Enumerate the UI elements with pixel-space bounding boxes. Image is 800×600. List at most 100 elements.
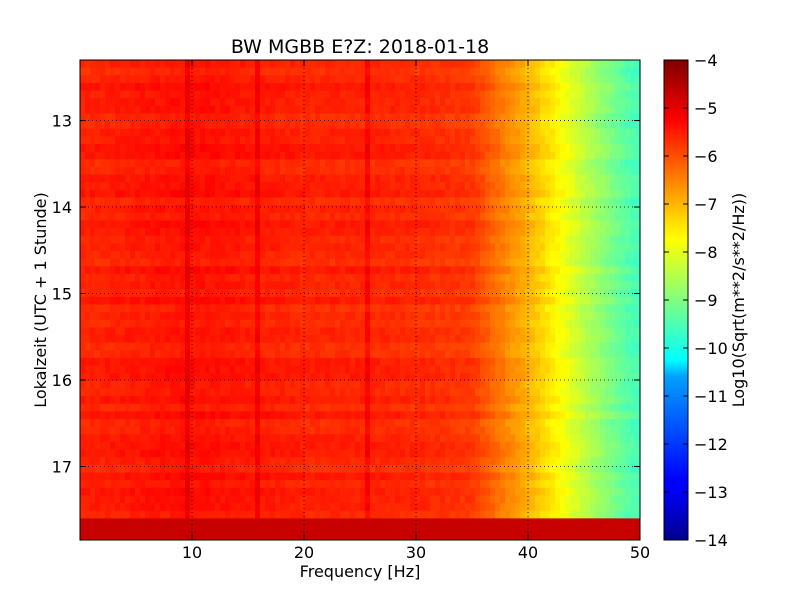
heatmap-cell — [285, 258, 291, 267]
heatmap-cell — [160, 136, 166, 145]
heatmap-cell — [485, 98, 491, 107]
heatmap-cell — [545, 266, 551, 275]
heatmap-cell — [500, 235, 506, 244]
heatmap-cell — [410, 128, 416, 137]
heatmap-cell — [340, 67, 346, 76]
heatmap-cell — [485, 220, 491, 229]
heatmap-cell — [85, 98, 91, 107]
heatmap-cell — [600, 205, 606, 214]
heatmap-cell — [375, 166, 381, 176]
heatmap-cell — [315, 388, 321, 397]
heatmap-cell — [485, 281, 491, 290]
heatmap-cell — [135, 312, 141, 321]
heatmap-cell — [625, 304, 631, 313]
heatmap-cell — [450, 205, 456, 214]
heatmap-cell — [435, 327, 441, 336]
heatmap-cell — [240, 197, 246, 206]
heatmap-cell — [115, 357, 121, 367]
heatmap-cell — [85, 212, 91, 222]
heatmap-cell — [350, 90, 356, 99]
heatmap-cell — [375, 380, 381, 390]
heatmap-cell — [205, 243, 211, 252]
heatmap-cell — [120, 151, 126, 160]
heatmap-cell — [450, 235, 456, 244]
heatmap-cell — [120, 350, 126, 359]
heatmap-cell — [155, 373, 161, 382]
heatmap-cell — [110, 159, 116, 168]
heatmap-cell — [330, 350, 336, 359]
heatmap-cell — [515, 220, 521, 229]
heatmap-cell — [230, 151, 236, 160]
heatmap-cell — [420, 327, 426, 336]
heatmap-cell — [290, 136, 296, 145]
heatmap-cell — [430, 304, 436, 313]
heatmap-cell — [330, 243, 336, 252]
heatmap-cell — [585, 151, 591, 160]
heatmap-cell — [325, 335, 331, 344]
heatmap-cell — [600, 250, 606, 260]
heatmap-cell — [150, 350, 156, 359]
heatmap-cell — [345, 335, 351, 344]
heatmap-cell — [355, 121, 361, 130]
heatmap-cell — [350, 182, 356, 191]
heatmap-cell — [195, 396, 201, 405]
heatmap-cell — [385, 121, 391, 130]
heatmap-cell — [145, 166, 151, 176]
heatmap-cell — [590, 128, 596, 137]
heatmap-cell — [635, 296, 641, 306]
heatmap-cell — [180, 396, 186, 405]
heatmap-cell — [115, 388, 121, 397]
heatmap-cell — [570, 182, 576, 191]
heatmap-cell — [395, 182, 401, 191]
heatmap-cell — [275, 296, 281, 306]
heatmap-cell — [440, 380, 446, 390]
heatmap-cell — [335, 258, 341, 267]
heatmap-cell — [620, 189, 626, 199]
heatmap-cell — [620, 258, 626, 267]
heatmap-cell — [450, 113, 456, 122]
heatmap-cell — [95, 220, 101, 229]
heatmap-cell — [635, 365, 641, 374]
heatmap-cell — [380, 121, 386, 130]
heatmap-cell — [105, 327, 111, 336]
heatmap-cell — [630, 266, 636, 275]
heatmap-cell — [360, 82, 366, 92]
heatmap-cell — [330, 281, 336, 290]
heatmap-cell — [350, 159, 356, 168]
heatmap-cell — [350, 296, 356, 306]
heatmap-cell — [610, 113, 616, 122]
heatmap-cell — [215, 380, 221, 390]
heatmap-cell — [300, 67, 306, 76]
heatmap-cell — [345, 136, 351, 145]
heatmap-cell — [380, 258, 386, 267]
heatmap-cell — [285, 151, 291, 160]
heatmap-cell — [385, 380, 391, 390]
heatmap-cell — [115, 342, 121, 351]
heatmap-cell — [615, 342, 621, 351]
heatmap-cell — [290, 189, 296, 199]
heatmap-cell — [430, 144, 436, 153]
heatmap-cell — [420, 258, 426, 267]
heatmap-cell — [150, 189, 156, 199]
heatmap-cell — [555, 258, 561, 267]
heatmap-cell — [580, 174, 586, 183]
heatmap-cell — [125, 273, 131, 283]
heatmap-cell — [225, 67, 231, 76]
heatmap-cell — [605, 380, 611, 390]
heatmap-cell — [620, 90, 626, 99]
heatmap-cell — [605, 67, 611, 76]
heatmap-cell — [560, 67, 566, 76]
heatmap-cell — [290, 266, 296, 275]
heatmap-cell — [180, 250, 186, 260]
heatmap-cell — [125, 90, 131, 99]
heatmap-cell — [170, 144, 176, 153]
heatmap-cell — [450, 281, 456, 290]
heatmap-cell — [235, 250, 241, 260]
heatmap-cell — [105, 151, 111, 160]
heatmap-cell — [280, 205, 286, 214]
heatmap-cell — [85, 67, 91, 76]
heatmap-cell — [465, 212, 471, 222]
heatmap-cell — [535, 243, 541, 252]
heatmap-cell — [505, 136, 511, 145]
heatmap-cell — [625, 388, 631, 397]
